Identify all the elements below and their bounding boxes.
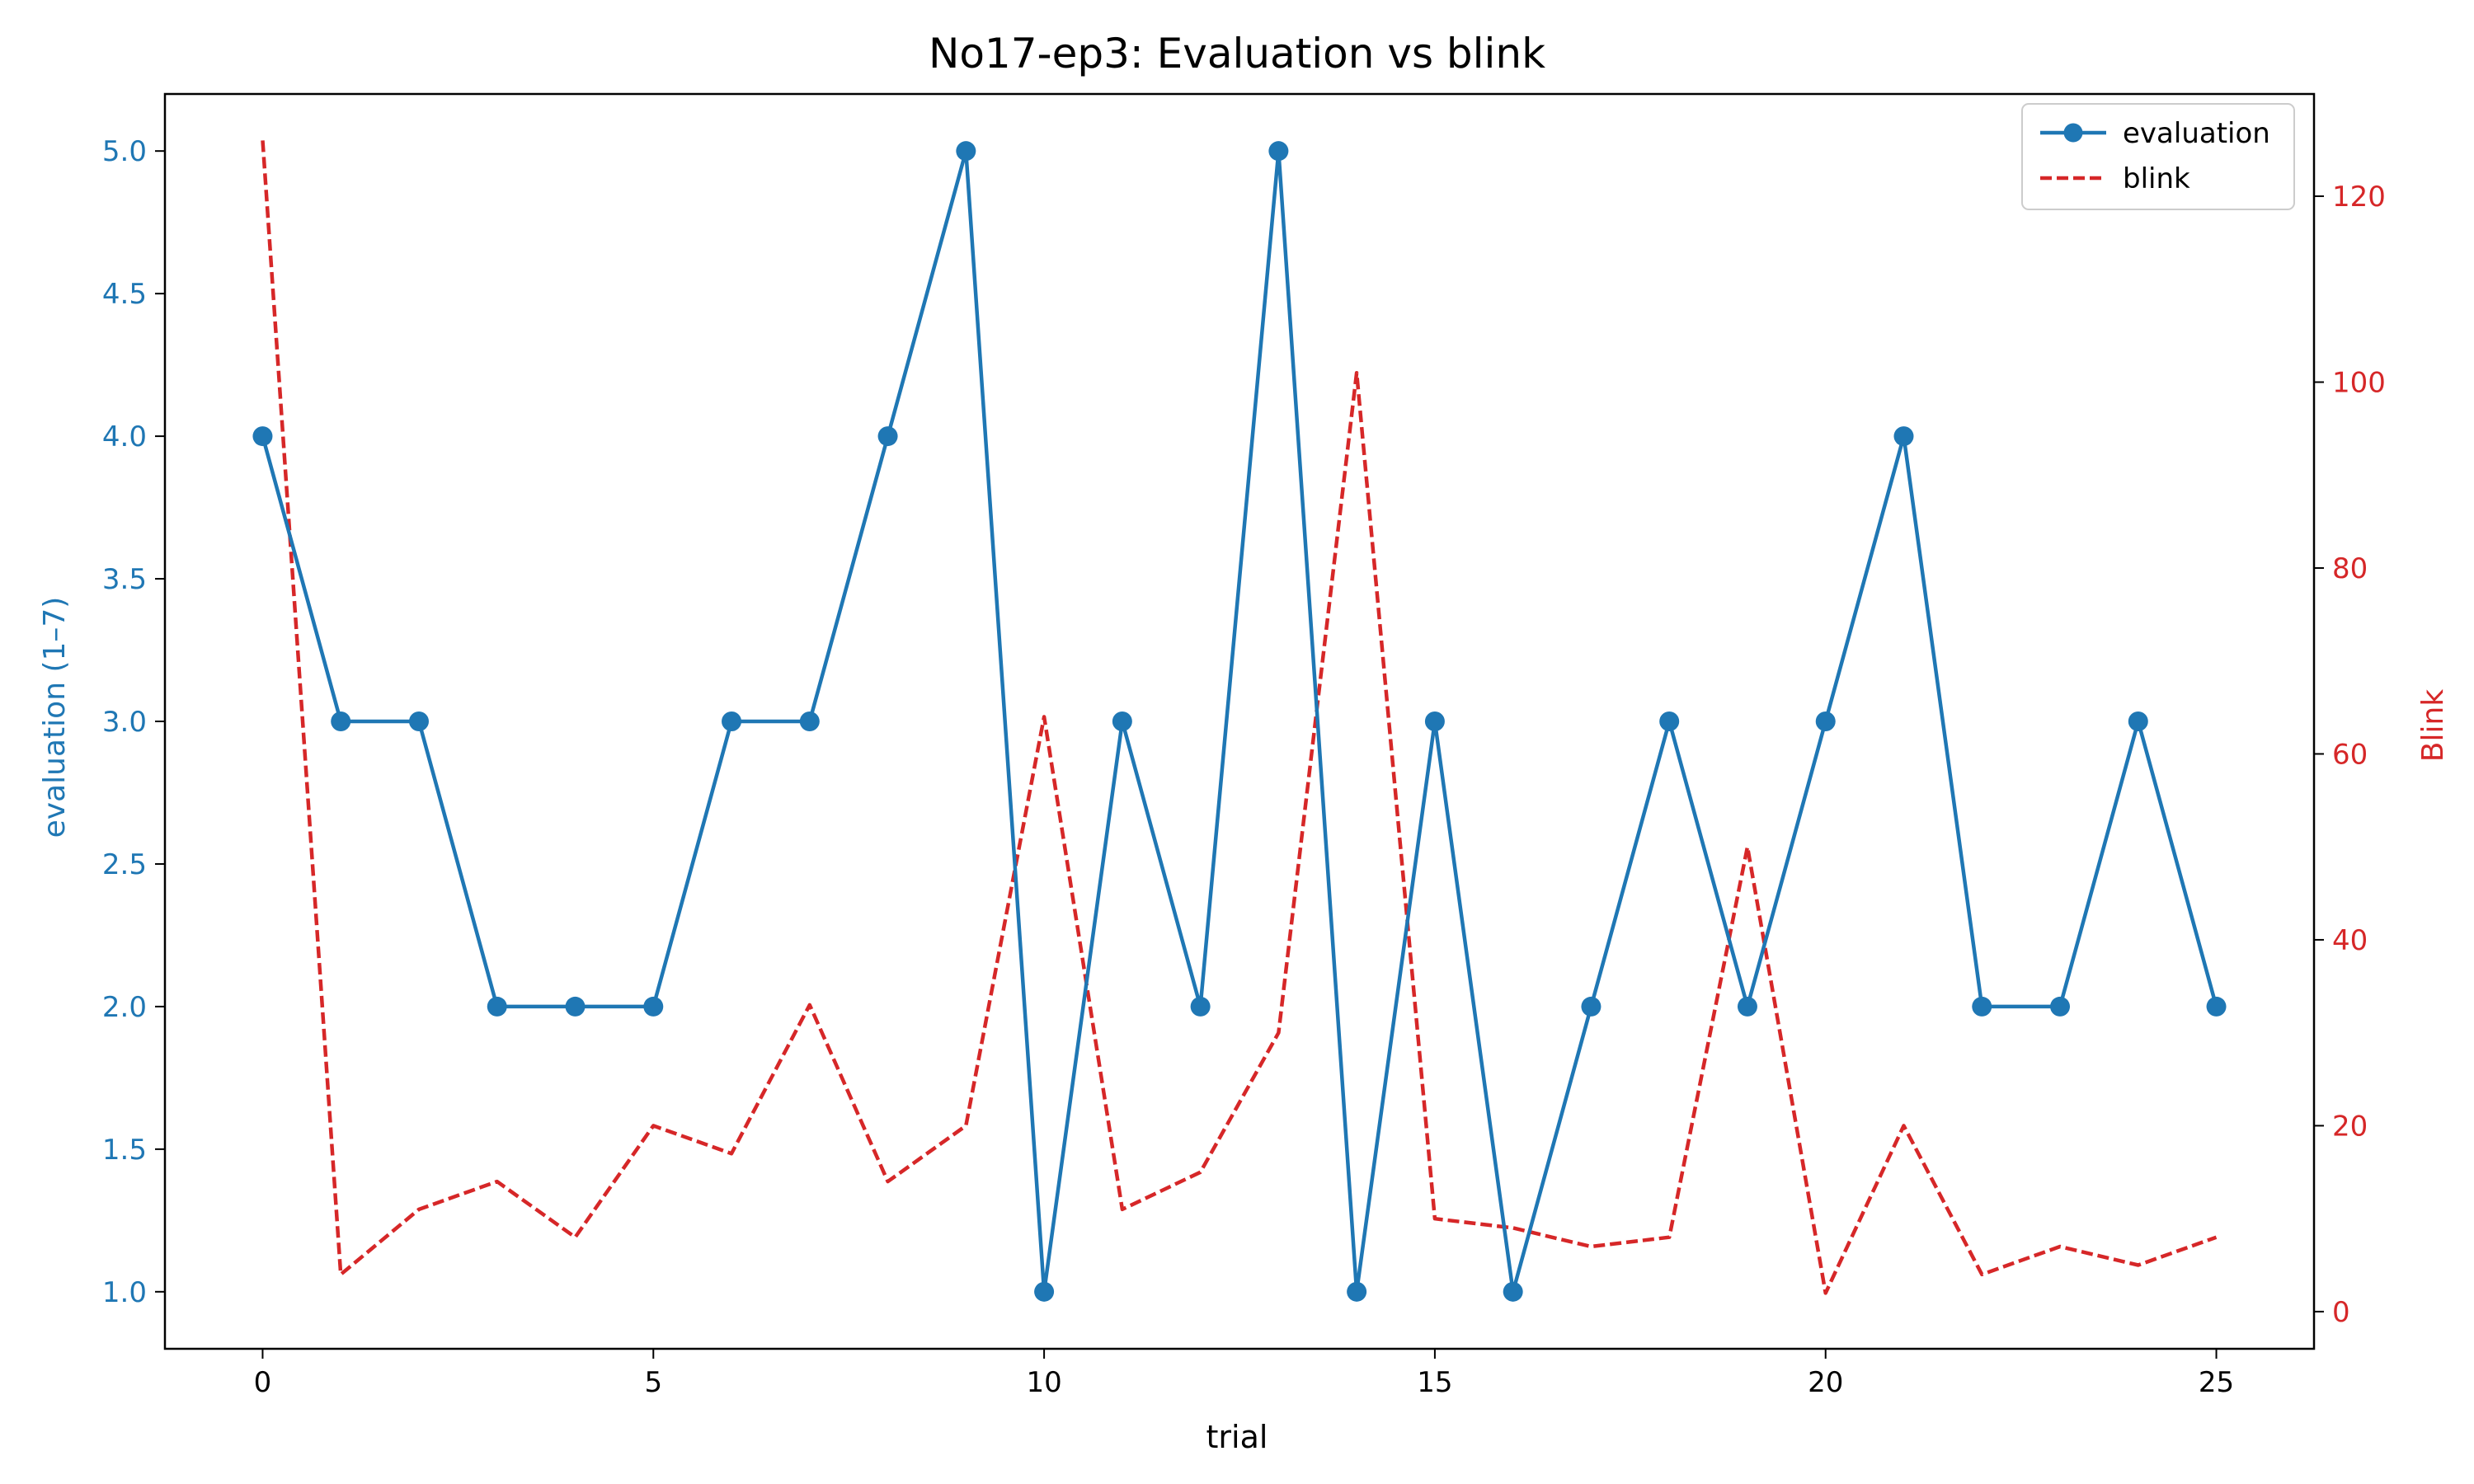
evaluation-point [1972, 996, 1992, 1017]
legend-blink-label: blink [2123, 162, 2190, 195]
series-evaluation-line [261, 148, 2218, 1294]
y-right-tick-label: 20 [2332, 1110, 2368, 1143]
y-right-tick-label: 0 [2332, 1296, 2350, 1329]
y-left-tick-label: 3.0 [102, 706, 147, 739]
evaluation-point [722, 711, 742, 731]
x-tick-label: 5 [644, 1366, 662, 1399]
plot-area [163, 92, 2316, 1350]
evaluation-point [1424, 711, 1445, 731]
evaluation-point [1034, 1281, 1055, 1302]
legend-evaluation-marker [2063, 123, 2083, 143]
x-tick-label: 15 [1417, 1366, 1452, 1399]
y-left-tick-label: 3.5 [102, 563, 147, 596]
y-left-tick-label: 1.5 [102, 1134, 147, 1167]
y-axis-right: 0 20 40 60 80 100 120 [2314, 181, 2386, 1329]
y-left-tick-label: 5.0 [102, 135, 147, 168]
y-left-tick-label: 2.0 [102, 991, 147, 1024]
evaluation-point [1581, 996, 1602, 1017]
y-left-tick-label: 2.5 [102, 848, 147, 881]
legend-evaluation-label: evaluation [2123, 117, 2270, 150]
evaluation-point [1112, 711, 1132, 731]
evaluation-point [643, 996, 664, 1017]
y-axis-label-left: evaluation (1–7) [38, 597, 72, 838]
y-left-tick-label: 4.0 [102, 420, 147, 453]
evaluation-point [1190, 996, 1211, 1017]
evaluation-point [956, 141, 976, 162]
plot-frame [163, 92, 2316, 1350]
evaluation-point [565, 996, 586, 1017]
x-tick-label: 10 [1026, 1366, 1061, 1399]
y-right-tick-label: 100 [2332, 366, 2386, 399]
chart-title: No17-ep3: Evaluation vs blink [929, 30, 1545, 77]
x-axis: 0 5 10 15 20 25 [254, 1349, 2234, 1399]
evaluation-point [487, 996, 507, 1017]
x-axis-label: trial [1206, 1419, 1268, 1455]
evaluation-point [1347, 1281, 1367, 1302]
evaluation-point [877, 426, 898, 447]
y-right-tick-label: 120 [2332, 181, 2386, 214]
evaluation-point [1893, 426, 1914, 447]
legend: evaluation blink [2021, 103, 2295, 210]
series-layer [252, 140, 2227, 1302]
y-axis-label-right: Blink [2416, 689, 2450, 763]
evaluation-point [1815, 711, 1836, 731]
evaluation-point [1503, 1281, 1523, 1302]
evaluation-point [1737, 996, 1757, 1017]
evaluation-point [799, 711, 820, 731]
x-tick-label: 25 [2199, 1366, 2234, 1399]
y-left-tick-label: 4.5 [102, 278, 147, 311]
y-axis-left: 1.0 1.5 2.0 2.5 3.0 3.5 4.0 4.5 5.0 [102, 135, 165, 1309]
x-tick-label: 20 [1808, 1366, 1843, 1399]
legend-frame [2021, 103, 2295, 210]
evaluation-point [1268, 141, 1289, 162]
series-blink-line [261, 140, 2218, 1295]
y-right-tick-label: 60 [2332, 738, 2368, 771]
y-right-tick-label: 80 [2332, 552, 2368, 585]
evaluation-point [408, 711, 429, 731]
x-tick-label: 0 [254, 1366, 272, 1399]
y-left-tick-label: 1.0 [102, 1276, 147, 1309]
evaluation-point [1659, 711, 1680, 731]
evaluation-point [252, 426, 273, 447]
y-right-tick-label: 40 [2332, 924, 2368, 957]
evaluation-point [2050, 996, 2071, 1017]
evaluation-point [331, 711, 351, 731]
evaluation-point [2128, 711, 2148, 731]
evaluation-point [2206, 996, 2227, 1017]
